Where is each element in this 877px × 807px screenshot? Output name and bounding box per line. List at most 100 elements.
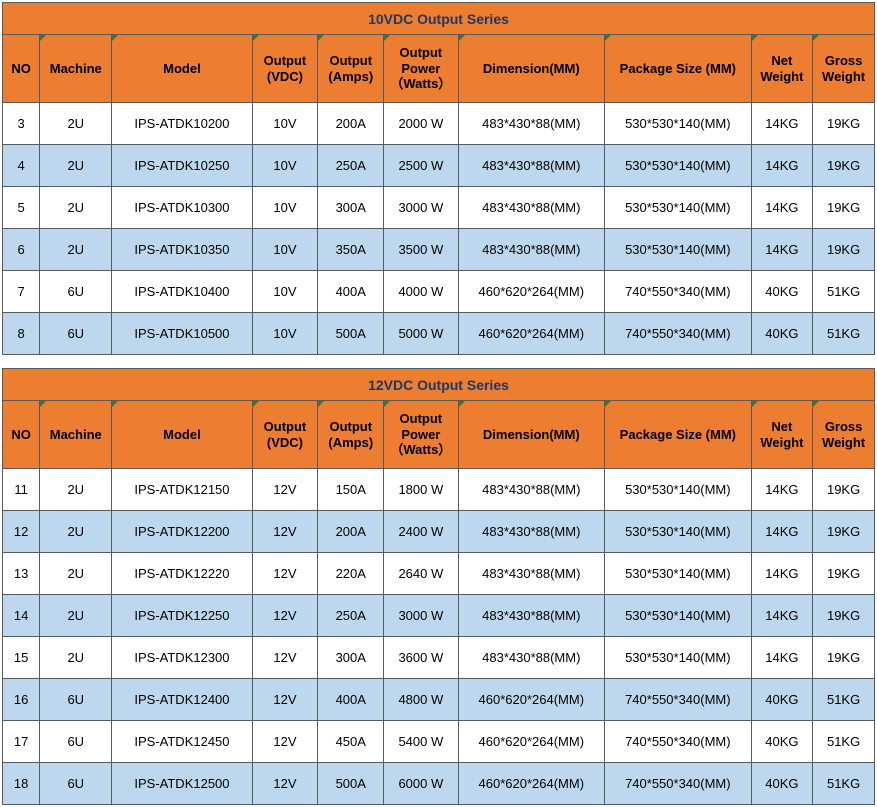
cell-model: IPS-ATDK12200 — [112, 511, 252, 553]
cell-amps: 220A — [318, 553, 384, 595]
cell-amps: 250A — [318, 145, 384, 187]
cell-vdc: 10V — [252, 271, 318, 313]
cell-pkg: 740*550*340(MM) — [605, 313, 752, 355]
cell-dim: 460*620*264(MM) — [458, 313, 605, 355]
cell-no: 12 — [3, 511, 40, 553]
cell-vdc: 12V — [252, 721, 318, 763]
cell-gross: 19KG — [813, 145, 875, 187]
cell-amps: 200A — [318, 103, 384, 145]
cell-pkg: 530*530*140(MM) — [605, 103, 752, 145]
cell-machine: 2U — [40, 187, 112, 229]
cell-amps: 350A — [318, 229, 384, 271]
cell-gross: 51KG — [813, 763, 875, 805]
cell-no: 4 — [3, 145, 40, 187]
column-header: Output Power（Watts） — [384, 35, 458, 103]
cell-model: IPS-ATDK12150 — [112, 469, 252, 511]
cell-vdc: 10V — [252, 103, 318, 145]
cell-watts: 2000 W — [384, 103, 458, 145]
cell-amps: 500A — [318, 313, 384, 355]
cell-pkg: 530*530*140(MM) — [605, 187, 752, 229]
column-header: Output Power（Watts） — [384, 401, 458, 469]
cell-vdc: 12V — [252, 595, 318, 637]
cell-net: 14KG — [751, 637, 813, 679]
cell-watts: 3500 W — [384, 229, 458, 271]
cell-pkg: 740*550*340(MM) — [605, 679, 752, 721]
cell-no: 7 — [3, 271, 40, 313]
cell-gross: 51KG — [813, 313, 875, 355]
cell-machine: 2U — [40, 469, 112, 511]
column-header: Model — [112, 401, 252, 469]
cell-machine: 2U — [40, 637, 112, 679]
cell-gross: 19KG — [813, 229, 875, 271]
cell-gross: 51KG — [813, 271, 875, 313]
column-header: Gross Weight — [813, 35, 875, 103]
cell-dim: 460*620*264(MM) — [458, 271, 605, 313]
cell-dim: 483*430*88(MM) — [458, 145, 605, 187]
cell-model: IPS-ATDK10400 — [112, 271, 252, 313]
cell-net: 14KG — [751, 145, 813, 187]
cell-no: 15 — [3, 637, 40, 679]
column-header: Output (Amps) — [318, 35, 384, 103]
cell-watts: 3000 W — [384, 187, 458, 229]
cell-no: 13 — [3, 553, 40, 595]
section-spacer — [3, 355, 875, 369]
cell-dim: 460*620*264(MM) — [458, 679, 605, 721]
cell-machine: 6U — [40, 763, 112, 805]
cell-watts: 3000 W — [384, 595, 458, 637]
cell-pkg: 530*530*140(MM) — [605, 145, 752, 187]
cell-net: 40KG — [751, 721, 813, 763]
cell-pkg: 530*530*140(MM) — [605, 637, 752, 679]
cell-machine: 2U — [40, 145, 112, 187]
cell-dim: 483*430*88(MM) — [458, 511, 605, 553]
cell-dim: 460*620*264(MM) — [458, 763, 605, 805]
cell-model: IPS-ATDK12400 — [112, 679, 252, 721]
cell-machine: 2U — [40, 229, 112, 271]
cell-model: IPS-ATDK12500 — [112, 763, 252, 805]
cell-no: 6 — [3, 229, 40, 271]
cell-no: 17 — [3, 721, 40, 763]
column-header: Net Weight — [751, 35, 813, 103]
column-header: Dimension(MM) — [458, 35, 605, 103]
spec-table-body: 10VDC Output SeriesNOMachineModelOutput … — [3, 3, 875, 805]
cell-pkg: 740*550*340(MM) — [605, 721, 752, 763]
cell-dim: 483*430*88(MM) — [458, 595, 605, 637]
column-header: Output (VDC) — [252, 401, 318, 469]
column-header: Output (VDC) — [252, 35, 318, 103]
cell-pkg: 530*530*140(MM) — [605, 553, 752, 595]
column-header: Package Size (MM) — [605, 35, 752, 103]
cell-gross: 51KG — [813, 679, 875, 721]
cell-dim: 483*430*88(MM) — [458, 103, 605, 145]
cell-pkg: 740*550*340(MM) — [605, 271, 752, 313]
cell-watts: 5000 W — [384, 313, 458, 355]
cell-dim: 483*430*88(MM) — [458, 469, 605, 511]
cell-amps: 300A — [318, 637, 384, 679]
cell-model: IPS-ATDK12300 — [112, 637, 252, 679]
cell-watts: 2400 W — [384, 511, 458, 553]
cell-model: IPS-ATDK10250 — [112, 145, 252, 187]
column-header: Package Size (MM) — [605, 401, 752, 469]
cell-net: 40KG — [751, 763, 813, 805]
cell-net: 14KG — [751, 553, 813, 595]
cell-machine: 6U — [40, 271, 112, 313]
cell-vdc: 10V — [252, 145, 318, 187]
cell-gross: 51KG — [813, 721, 875, 763]
cell-machine: 2U — [40, 103, 112, 145]
cell-model: IPS-ATDK12250 — [112, 595, 252, 637]
cell-watts: 1800 W — [384, 469, 458, 511]
column-header: Machine — [40, 35, 112, 103]
cell-net: 14KG — [751, 187, 813, 229]
cell-amps: 250A — [318, 595, 384, 637]
cell-no: 5 — [3, 187, 40, 229]
cell-vdc: 10V — [252, 229, 318, 271]
cell-vdc: 10V — [252, 187, 318, 229]
cell-vdc: 12V — [252, 679, 318, 721]
cell-machine: 6U — [40, 313, 112, 355]
cell-dim: 483*430*88(MM) — [458, 229, 605, 271]
cell-gross: 19KG — [813, 469, 875, 511]
cell-dim: 483*430*88(MM) — [458, 637, 605, 679]
cell-net: 14KG — [751, 511, 813, 553]
cell-amps: 200A — [318, 511, 384, 553]
cell-net: 40KG — [751, 313, 813, 355]
cell-pkg: 530*530*140(MM) — [605, 595, 752, 637]
cell-amps: 300A — [318, 187, 384, 229]
